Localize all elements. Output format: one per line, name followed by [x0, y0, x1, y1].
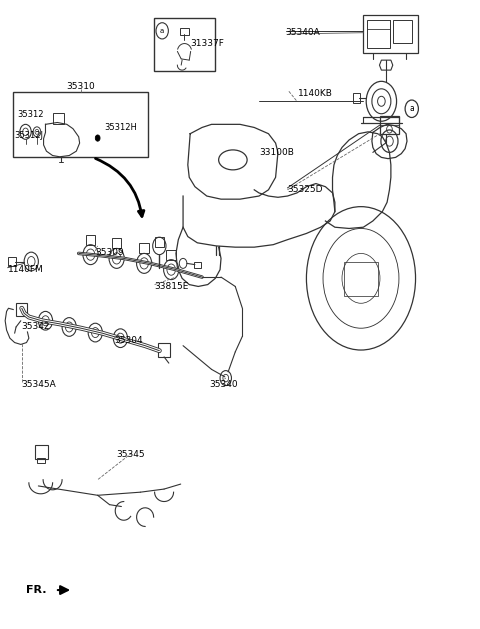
- Text: 1140FM: 1140FM: [8, 265, 43, 274]
- Bar: [35, 445, 48, 459]
- Bar: [393, 19, 412, 43]
- Bar: [16, 303, 26, 316]
- Text: 35345: 35345: [117, 450, 145, 459]
- Circle shape: [96, 135, 100, 141]
- Bar: [86, 235, 96, 245]
- Bar: [53, 113, 64, 125]
- Text: 35342: 35342: [22, 323, 50, 331]
- Bar: [154, 18, 216, 71]
- Text: 35345A: 35345A: [22, 380, 57, 389]
- Text: a: a: [409, 104, 414, 113]
- Text: 35312J: 35312J: [14, 131, 44, 140]
- Bar: [158, 343, 170, 357]
- Bar: [8, 257, 16, 267]
- Text: 1140KB: 1140KB: [298, 89, 333, 97]
- Text: 35325D: 35325D: [288, 186, 323, 194]
- Bar: [363, 15, 418, 53]
- Bar: [167, 250, 176, 260]
- Text: 35312H: 35312H: [105, 123, 138, 132]
- Text: 35304: 35304: [114, 336, 143, 345]
- Text: 35309: 35309: [96, 248, 124, 257]
- Bar: [344, 262, 378, 296]
- Text: 33100B: 33100B: [259, 148, 294, 157]
- Bar: [367, 20, 390, 48]
- Bar: [155, 237, 164, 247]
- Text: FR.: FR.: [25, 585, 46, 595]
- Text: 33815E: 33815E: [155, 282, 189, 291]
- Bar: [37, 458, 46, 463]
- Text: 35312: 35312: [17, 111, 44, 120]
- Text: 35340: 35340: [209, 380, 238, 389]
- Text: 35310: 35310: [67, 82, 96, 91]
- Bar: [180, 28, 189, 35]
- Bar: [112, 238, 121, 248]
- Bar: [353, 93, 360, 103]
- Text: 31337F: 31337F: [190, 39, 224, 48]
- Bar: [380, 116, 399, 134]
- Bar: [13, 92, 148, 157]
- Bar: [194, 262, 201, 268]
- Text: 35340A: 35340A: [285, 28, 320, 37]
- Text: a: a: [160, 28, 164, 34]
- Bar: [139, 243, 149, 253]
